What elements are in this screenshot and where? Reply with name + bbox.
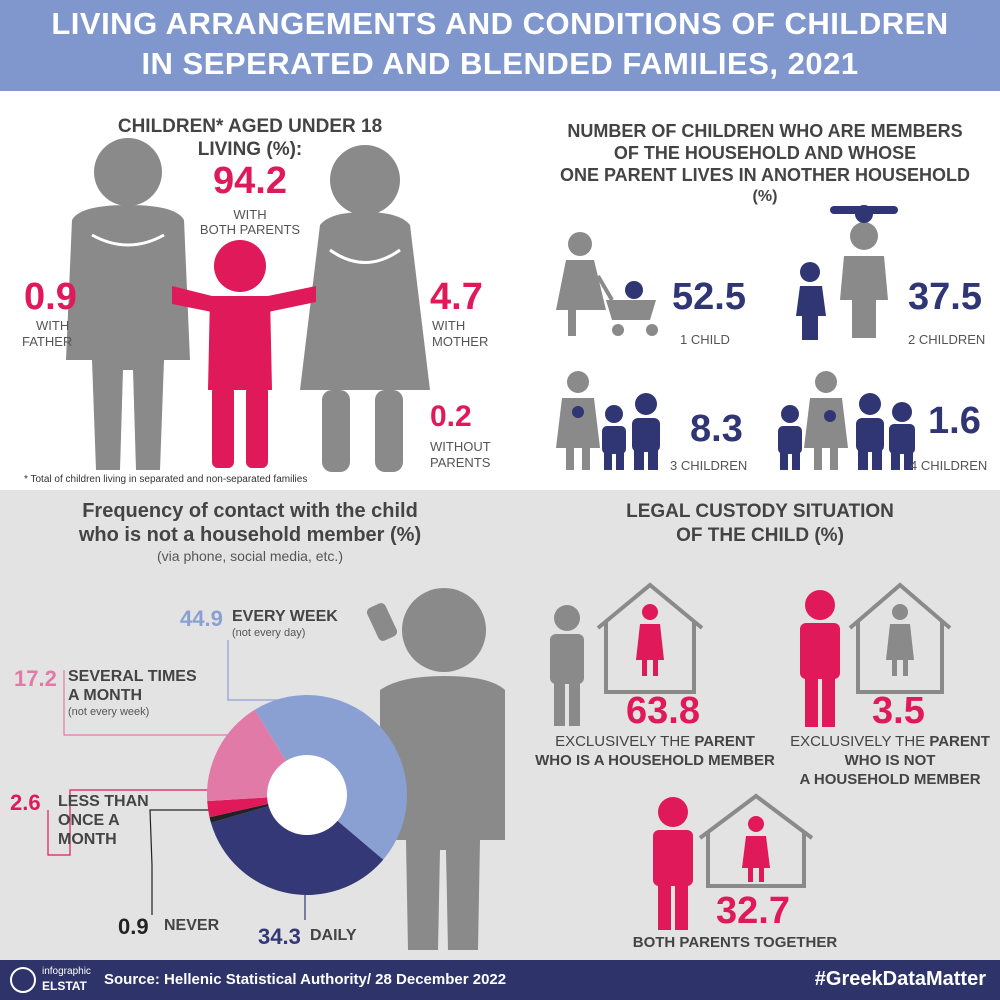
with-mother-label-2: MOTHER (432, 334, 489, 349)
without-parents-label-1: WITHOUT (430, 439, 491, 454)
child-icon (172, 240, 316, 468)
non-member-parent-line-3: A HOUSEHOLD MEMBER (799, 771, 981, 788)
three-children-family-icon (556, 371, 660, 470)
less-than-once-label-2: ONCE A (58, 812, 120, 829)
never-label: NEVER (164, 917, 220, 934)
custody-title-line-1: LEGAL CUSTODY SITUATION (626, 501, 894, 522)
stroller-family-icon (556, 232, 658, 336)
living-title-line-2: LIVING (%): (197, 139, 303, 160)
both-parents-label-2: BOTH PARENTS (199, 222, 301, 237)
logo-top-text: infographic (42, 966, 91, 977)
less-than-once-label-1: LESS THAN (58, 793, 149, 810)
less-than-once-label-3: MONTH (58, 831, 117, 848)
source-text: Source: Hellenic Statistical Authority/ … (104, 971, 507, 988)
with-mother-value: 4.7 (430, 276, 483, 318)
member-parent-line-2: WHO IS A HOUSEHOLD MEMBER (535, 752, 775, 769)
hashtag-text: #GreekDataMatter (814, 968, 986, 990)
logo-bottom-text: ELSTAT (42, 979, 87, 993)
several-times-label-2: A MONTH (68, 687, 143, 704)
four-children-family-icon (778, 371, 915, 470)
daily-label: DAILY (310, 927, 357, 944)
contact-title-line-2: who is not a household member (%) (78, 524, 422, 546)
with-father-value: 0.9 (24, 276, 77, 318)
household-title-line-4: (%) (752, 188, 778, 205)
household-title-line-1: NUMBER OF CHILDREN WHO ARE MEMBERS (567, 121, 963, 141)
contact-subtitle: (via phone, social media, etc.) (157, 548, 343, 564)
one-child-label: 1 CHILD (680, 332, 730, 347)
three-children-value: 8.3 (690, 408, 743, 450)
mother-icon (300, 145, 430, 472)
page-title-line-2: IN SEPERATED AND BLENDED FAMILIES, 2021 (141, 46, 859, 81)
header-banner: LIVING ARRANGEMENTS AND CONDITIONS OF CH… (0, 0, 1000, 91)
elstat-logo-icon (10, 967, 36, 993)
non-member-parent-line-2: WHO IS NOT (844, 752, 936, 769)
four-children-value: 1.6 (928, 400, 981, 442)
both-parents-custody-value: 32.7 (716, 890, 790, 932)
household-title-line-3: ONE PARENT LIVES IN ANOTHER HOUSEHOLD (559, 165, 971, 185)
never-value: 0.9 (118, 914, 149, 939)
non-member-parent-line-1a: EXCLUSIVELY THE (790, 733, 930, 750)
household-title-line-2: OF THE HOUSEHOLD AND WHOSE (613, 143, 917, 163)
two-children-family-icon (796, 205, 898, 340)
with-father-label-2: FATHER (22, 334, 73, 349)
member-parent-value: 63.8 (626, 690, 700, 732)
four-children-label: 4 CHILDREN (910, 458, 988, 473)
less-than-once-value: 2.6 (10, 790, 41, 815)
non-member-parent-line-1: EXCLUSIVELY THE PARENT (785, 733, 995, 750)
several-times-label-1: SEVERAL TIMES (68, 668, 197, 685)
contact-title-line-1: Frequency of contact with the child (82, 500, 418, 522)
non-member-parent-value: 3.5 (872, 690, 925, 732)
two-children-label: 2 CHILDREN (908, 332, 986, 347)
every-week-value: 44.9 (180, 606, 223, 631)
several-times-value: 17.2 (14, 666, 57, 691)
non-member-parent-line-1b: PARENT (929, 733, 990, 750)
father-icon (66, 138, 190, 470)
every-week-note: (not every day) (232, 627, 306, 639)
three-children-label: 3 CHILDREN (670, 458, 748, 473)
member-parent-line-1: EXCLUSIVELY THE PARENT (530, 733, 780, 750)
two-children-value: 37.5 (908, 276, 982, 318)
without-parents-label-2: PARENTS (430, 455, 491, 470)
both-parents-label-1: WITH (233, 207, 267, 222)
with-mother-label-1: WITH (432, 318, 466, 333)
footer-bar: infographic ELSTAT Source: Hellenic Stat… (0, 960, 1000, 1000)
without-parents-value: 0.2 (430, 400, 472, 433)
both-parents-value: 94.2 (213, 160, 287, 202)
both-parents-custody-label: BOTH PARENTS TOGETHER (632, 934, 838, 951)
with-father-label-1: WITH (36, 318, 70, 333)
every-week-label: EVERY WEEK (232, 608, 338, 625)
several-times-note: (not every week) (68, 706, 150, 718)
one-child-value: 52.5 (672, 276, 746, 318)
page-title-line-1: LIVING ARRANGEMENTS AND CONDITIONS OF CH… (51, 6, 949, 41)
living-title-line-1: CHILDREN* AGED UNDER 18 (117, 116, 383, 137)
living-footnote: * Total of children living in separated … (24, 474, 308, 485)
member-parent-line-1b: PARENT (694, 733, 755, 750)
member-parent-line-1a: EXCLUSIVELY THE (555, 733, 695, 750)
daily-value: 34.3 (258, 924, 301, 949)
custody-title-line-2: OF THE CHILD (%) (676, 525, 844, 546)
